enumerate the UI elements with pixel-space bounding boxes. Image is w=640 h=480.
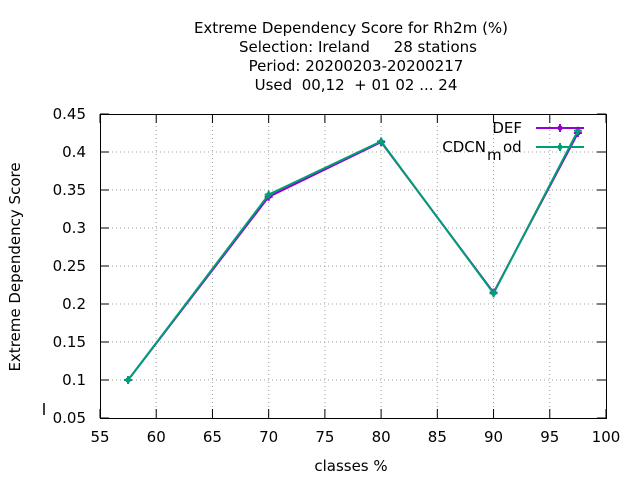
y-tick-label: 0.1 bbox=[62, 371, 86, 389]
legend: DEF CDCN m od bbox=[442, 119, 584, 164]
y-tick-label: 0.05 bbox=[53, 409, 86, 427]
y-axis-label: Extreme Dependency Score bbox=[6, 162, 24, 371]
x-tick-label: 55 bbox=[90, 428, 109, 446]
x-axis-label: classes % bbox=[314, 457, 387, 475]
title-line-4: Used 00,12 + 01 02 ... 24 bbox=[255, 76, 458, 94]
series-line bbox=[127, 130, 579, 381]
title-line-2: Selection: Ireland 28 stations bbox=[239, 38, 477, 56]
grid-lines bbox=[100, 114, 606, 418]
data-point bbox=[377, 137, 386, 146]
data-point bbox=[264, 190, 273, 199]
chart-title: Extreme Dependency Score for Rh2m (%) Se… bbox=[194, 19, 508, 94]
series-cdcn-mod bbox=[124, 126, 582, 384]
title-line-3: Period: 20200203-20200217 bbox=[249, 57, 464, 75]
x-tick-label: 80 bbox=[372, 428, 391, 446]
y-tick-label: 0.2 bbox=[62, 295, 86, 313]
legend-label-def: DEF bbox=[492, 119, 522, 137]
x-tick-labels: 55 60 65 70 75 80 85 90 95 100 bbox=[90, 428, 620, 446]
legend-marker bbox=[556, 143, 564, 151]
marker-dot bbox=[378, 138, 384, 144]
marker-dot bbox=[557, 144, 563, 150]
x-tick-label: 95 bbox=[540, 428, 559, 446]
y-tick-label: 0.45 bbox=[53, 105, 86, 123]
series-layer bbox=[124, 126, 582, 384]
legend-swatch-cdcn bbox=[536, 143, 584, 151]
x-tick-label: 90 bbox=[484, 428, 503, 446]
x-tick-label: 75 bbox=[315, 428, 334, 446]
legend-marker bbox=[556, 124, 564, 132]
marker-dot bbox=[125, 377, 131, 383]
legend-swatch-def bbox=[536, 124, 584, 132]
y-tick-label: 0.35 bbox=[53, 181, 86, 199]
marker-dot bbox=[575, 128, 581, 134]
marker-dot bbox=[490, 290, 497, 296]
y-tick-label: 0.25 bbox=[53, 257, 86, 275]
x-tick-label: 100 bbox=[592, 428, 621, 446]
legend-label-cdcn-sub: m bbox=[487, 146, 502, 164]
y-tick-label: 0.3 bbox=[62, 219, 86, 237]
series-line bbox=[127, 132, 579, 381]
x-tick-label: 60 bbox=[147, 428, 166, 446]
x-tick-label: 70 bbox=[259, 428, 278, 446]
plot-frame bbox=[100, 114, 607, 419]
marker-dot bbox=[557, 125, 563, 131]
marker-dot bbox=[266, 191, 272, 198]
data-point bbox=[124, 376, 133, 384]
legend-label-cdcn: CDCN bbox=[442, 138, 486, 156]
legend-label-cdcn-tail: od bbox=[503, 138, 522, 156]
x-tick-label: 85 bbox=[428, 428, 447, 446]
data-point bbox=[489, 289, 498, 298]
y-tick-label: 0.4 bbox=[62, 143, 86, 161]
title-line-1: Extreme Dependency Score for Rh2m (%) bbox=[194, 19, 508, 37]
y-tick-label: 0.15 bbox=[53, 333, 86, 351]
y-tick-labels: 0.05 0.1 0.15 0.2 0.25 0.3 0.35 0.4 0.45 bbox=[53, 105, 86, 427]
x-tick-label: 65 bbox=[203, 428, 222, 446]
